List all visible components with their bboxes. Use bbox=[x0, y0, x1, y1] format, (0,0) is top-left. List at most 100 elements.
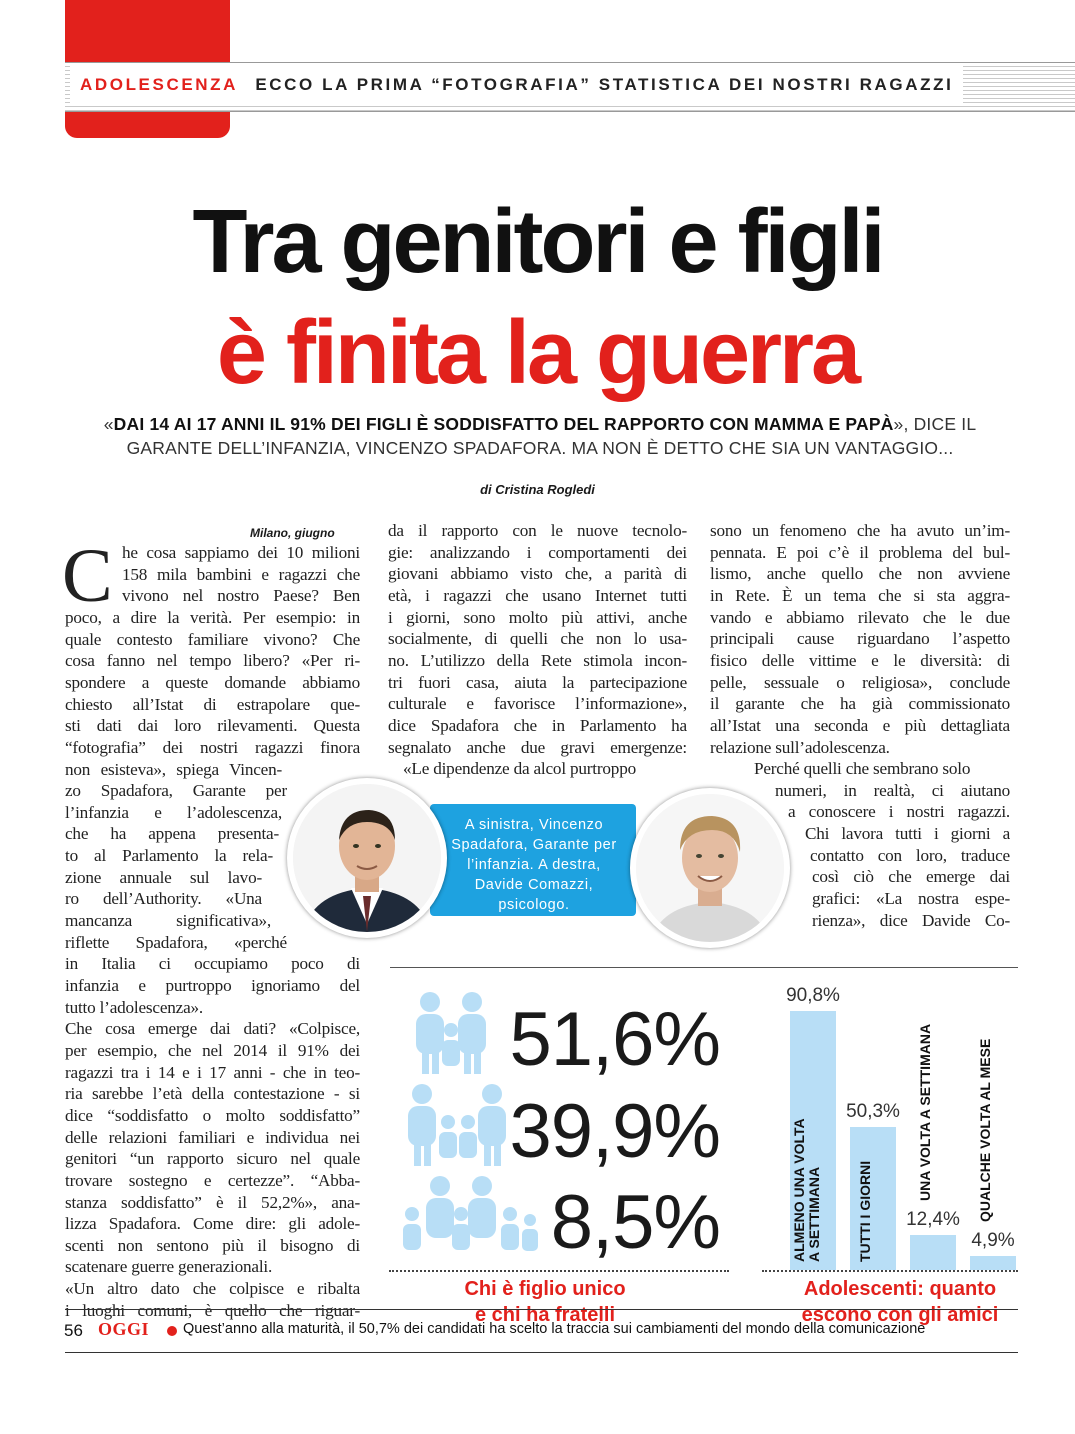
text-line: tutto l’adolescenza». bbox=[65, 997, 204, 1017]
family-four-people-icon bbox=[408, 1084, 506, 1166]
text-line: zo Spadafora, Garante per bbox=[65, 781, 287, 801]
bar-value-label: 50,3% bbox=[846, 1101, 900, 1122]
dateline: Milano, giugno bbox=[250, 526, 335, 540]
bar-1 bbox=[790, 1011, 836, 1270]
subheadline-open-quote: « bbox=[103, 414, 114, 434]
drop-cap: C bbox=[62, 534, 113, 618]
text-line: mancanza significativa», bbox=[65, 911, 271, 931]
text-line: contatto con loro, traduce bbox=[810, 845, 1010, 865]
infographic-rule bbox=[390, 967, 1018, 968]
section-title: ECCO LA PRIMA “FOTOGRAFIA” STATISTICA DE… bbox=[255, 75, 954, 94]
text-line: he cosa sappiamo dei 10 milioni bbox=[122, 543, 360, 562]
text-line: quale contesto familiare vivono? Che bbox=[65, 629, 360, 649]
text-line: non esisteva», spiega Vincen- bbox=[65, 759, 282, 779]
text-line: cosa fanno nel tempo libero? «Per ri- bbox=[65, 651, 360, 671]
text-line: a conoscere i nostri ragazzi. bbox=[788, 802, 1010, 822]
text-line: dice Spadafora che in Parlamento ha bbox=[388, 715, 687, 735]
text-line: spondere a queste domande abbiamo bbox=[65, 672, 360, 692]
magazine-logo: OGGI bbox=[98, 1319, 150, 1339]
text-line: tri fuori casa, aiuta la partecipazione bbox=[388, 672, 687, 692]
bar-4 bbox=[970, 1256, 1016, 1270]
text-line: 158 mila bambini e ragazzi che bbox=[122, 564, 360, 584]
text-line: che ha appena presenta- bbox=[65, 824, 279, 844]
section-kicker: ADOLESCENZA bbox=[80, 75, 238, 94]
man-portrait-icon bbox=[636, 794, 784, 942]
bar-3 bbox=[910, 1235, 956, 1270]
text-line: all’Istat una seconda e più dettagliata bbox=[710, 715, 1010, 735]
text-line: giovani abbiamo visto che, a parità di bbox=[388, 564, 687, 584]
text-line: no. L’utilizzo della Rete stimola incon- bbox=[388, 650, 687, 670]
stat-more-siblings: 8,5% bbox=[550, 1180, 721, 1265]
text-line: delle relazioni familiari e individua ne… bbox=[65, 1127, 360, 1147]
byline: di Cristina Rogledi bbox=[480, 482, 595, 497]
text-line: dice “soddisfatto o molto soddisfatto” bbox=[65, 1105, 360, 1125]
text-line: «Un altro dato che colpisce e ribalta bbox=[65, 1279, 360, 1299]
text-line: rienza», dice Davide Co- bbox=[812, 910, 1010, 930]
text-line: principali cause riguardano l’aspetto bbox=[710, 629, 1010, 649]
text-line: ragazzi tra i 14 e i 17 anni - che in te… bbox=[65, 1062, 360, 1082]
family-icons bbox=[403, 992, 538, 1251]
text-line: in Italia ci occupiamo poco di bbox=[65, 954, 360, 974]
text-line: sono un fenomeno che ha avuto un’im- bbox=[710, 521, 1010, 540]
family-large-icon bbox=[403, 1176, 538, 1251]
text-line: stanza soddisfatto” è il 52,2%», ana- bbox=[65, 1192, 360, 1212]
subheadline: «DAI 14 AI 17 ANNI IL 91% DEI FIGLI È SO… bbox=[70, 412, 1010, 460]
text-line: scatenare guerre generazionali. bbox=[65, 1257, 273, 1277]
text-line: culturale e favorisce l’informazione», bbox=[388, 694, 687, 714]
man-portrait-icon bbox=[293, 784, 441, 932]
text-line: infanzia e purtroppo ignoriamo del bbox=[65, 976, 360, 995]
subheadline-rest: », DICE IL GARANTE DELL’INFANZIA, VINCEN… bbox=[126, 414, 977, 458]
text-line: «Le dipendenze da alcol purtroppo bbox=[403, 759, 636, 779]
text-line: ro dell’Authority. «Una bbox=[65, 889, 262, 909]
text-line: “fotografia” dei nostri ragazzi finora bbox=[65, 737, 360, 757]
text-line: pennata. E poi c’è il problema del bul- bbox=[710, 542, 1010, 562]
text-line: riflette Spadafora, «perché bbox=[65, 932, 287, 952]
text-line: Perché quelli che sembrano solo bbox=[754, 759, 971, 779]
text-line: età, i ragazzi che usano Internet tutti bbox=[388, 585, 687, 605]
text-line: gie: analizzando i comportamenti dei bbox=[388, 542, 687, 562]
text-line: Chi lavora tutti i giorni a bbox=[805, 824, 1010, 844]
text-line: Che cosa emerge dai dati? «Colpisce, bbox=[65, 1019, 360, 1039]
text-line: to al Parlamento la rela- bbox=[65, 846, 273, 866]
text-line: grafici: «La nostra espe- bbox=[812, 889, 1010, 909]
bar-category-label: UNA VOLTA A SETTIMANA bbox=[917, 1023, 933, 1201]
text-line: relazione sull’adolescenza. bbox=[710, 737, 890, 757]
bar-value-label: 4,9% bbox=[971, 1230, 1015, 1251]
text-line: ria sarebbe l’età della contestazione - … bbox=[65, 1084, 360, 1104]
text-line: trovare sostegno e certezze”. “Abba- bbox=[65, 1170, 360, 1190]
caption-box bbox=[430, 804, 636, 916]
bar-category-label: QUALCHE VOLTA AL MESE bbox=[977, 1038, 993, 1222]
text-line: socialmente, di quelli che non lo usa- bbox=[388, 629, 687, 649]
dotted-rule-right bbox=[762, 1270, 1018, 1272]
outings-bar-chart: 90,8% ALMENO UNA VOLTA A SETTIMANA 50,3% TU… bbox=[780, 980, 1020, 1270]
text-line: il garante che ha già commissionato bbox=[710, 694, 1010, 714]
subheadline-quote: DAI 14 AI 17 ANNI IL 91% DEI FIGLI È SOD… bbox=[113, 414, 894, 434]
bar-value-label: 90,8% bbox=[786, 985, 840, 1006]
text-line: vivono nel nostro Paese? Ben bbox=[122, 586, 360, 606]
photo-caption: A sinistra, Vincenzo Spadafora, Garante … bbox=[451, 817, 617, 913]
footer-rule-bottom bbox=[65, 1352, 1018, 1353]
stat-one-sibling: 39,9% bbox=[509, 1089, 722, 1174]
outings-chart-title-line-1: Adolescenti: quanto bbox=[803, 1278, 997, 1300]
family-chart-title-line-1: Chi è figlio unico bbox=[464, 1278, 626, 1300]
text-line: fisico delle vittime e le diversità: di bbox=[710, 650, 1010, 670]
text-line: da il rapporto con le nuove tecnolo- bbox=[388, 521, 687, 540]
bar-2 bbox=[850, 1127, 896, 1270]
family-three-people-icon bbox=[416, 992, 486, 1074]
text-line: vando e abbiamo rilevato che le due bbox=[710, 607, 1010, 627]
text-line: i giorni, sono molto più attivi, anche bbox=[388, 607, 687, 627]
bar-value-label: 12,4% bbox=[906, 1209, 960, 1230]
portrait-davide-comazzi bbox=[630, 788, 790, 948]
dotted-rule-left bbox=[389, 1270, 729, 1272]
page-number: 56 bbox=[64, 1321, 83, 1340]
text-line: chiesto all’Istat di estrapolare que- bbox=[65, 694, 360, 714]
text-line: lismo, anche quello che non avviene bbox=[710, 564, 1010, 584]
bar-category-label: ALMENO UNA VOLTA A SETTIMANA bbox=[791, 1118, 822, 1262]
footer-note: Quest’anno alla maturità, il 50,7% dei c… bbox=[183, 1321, 926, 1337]
headline-line-1: Tra genitori e figli bbox=[192, 192, 885, 292]
text-line: per esempio, che nel 2014 il 91% dei bbox=[65, 1040, 360, 1060]
text-line: così ciò che emerge dai bbox=[812, 867, 1010, 887]
portrait-vincenzo-spadafora bbox=[287, 778, 447, 938]
text-line: genitori “un rapporto sicuro nel quale bbox=[65, 1149, 360, 1169]
section-header: ADOLESCENZA ECCO LA PRIMA “FOTOGRAFIA” S… bbox=[70, 66, 964, 104]
